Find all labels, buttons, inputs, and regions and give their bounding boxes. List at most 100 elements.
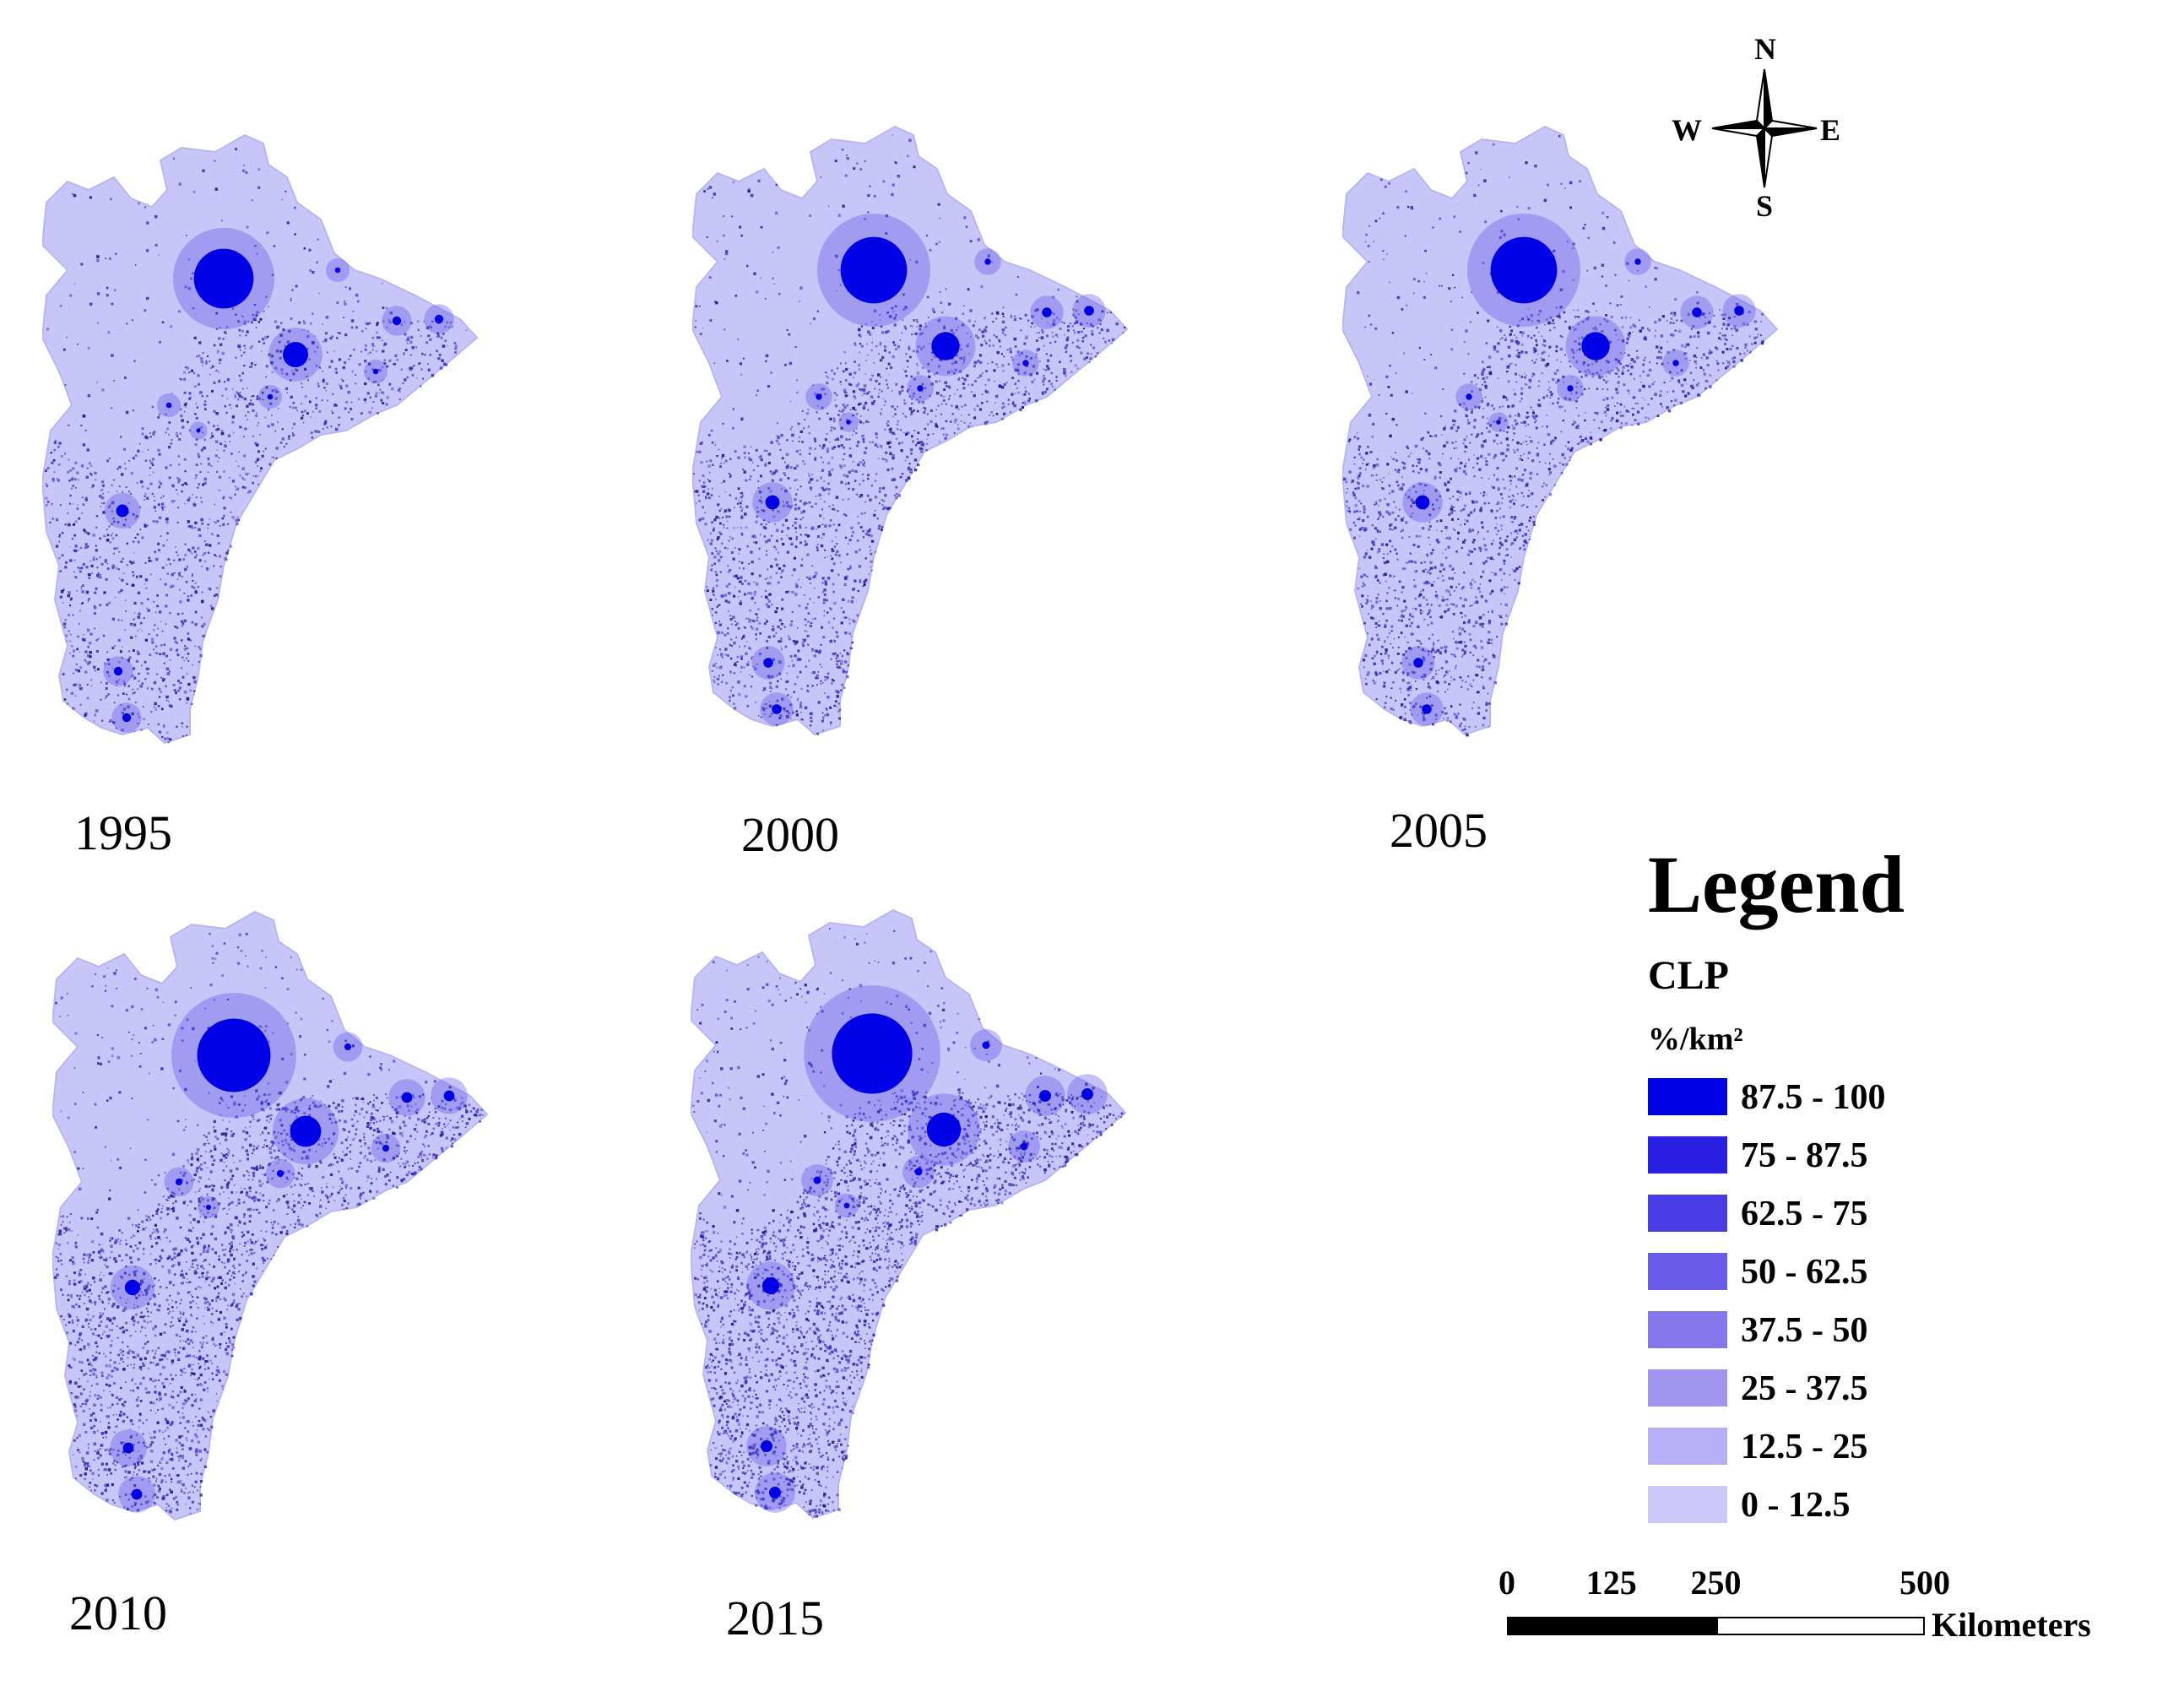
map-panel-2000 bbox=[692, 118, 1165, 794]
urban-core bbox=[122, 713, 132, 723]
compass-east-label: E bbox=[1820, 113, 1841, 147]
urban-core bbox=[816, 393, 822, 400]
urban-core bbox=[1466, 393, 1472, 400]
legend-label: 87.5 - 100 bbox=[1741, 1078, 1886, 1117]
urban-core bbox=[1581, 332, 1610, 360]
urban-core bbox=[276, 1169, 285, 1178]
urban-core bbox=[165, 402, 172, 409]
urban-core bbox=[982, 1041, 990, 1049]
urban-core bbox=[765, 495, 780, 510]
legend-swatch bbox=[1648, 1078, 1727, 1115]
urban-core bbox=[401, 1092, 413, 1103]
urban-core bbox=[334, 267, 341, 274]
urban-core bbox=[1422, 704, 1432, 714]
urban-core bbox=[1022, 360, 1029, 366]
urban-core bbox=[1415, 495, 1430, 510]
region-boundary bbox=[692, 125, 1129, 736]
compass-north-label: N bbox=[1754, 32, 1776, 66]
urban-core bbox=[840, 236, 908, 304]
region-boundary bbox=[1342, 125, 1779, 736]
urban-core bbox=[443, 1090, 455, 1102]
region-boundary bbox=[691, 908, 1127, 1520]
urban-core bbox=[1567, 385, 1574, 392]
year-label-2010: 2010 bbox=[69, 1585, 167, 1640]
urban-core bbox=[1039, 1090, 1051, 1102]
urban-core bbox=[197, 1018, 271, 1092]
urban-core bbox=[116, 504, 129, 518]
scale-bar: 0 125 250 500 Kilometers bbox=[1498, 1564, 2149, 1659]
urban-core bbox=[931, 332, 960, 360]
urban-core bbox=[1490, 236, 1558, 304]
scale-tick-label: 500 bbox=[1899, 1564, 1950, 1602]
legend-item: 25 - 37.5 bbox=[1648, 1369, 1986, 1407]
legend-variable: CLP bbox=[1648, 953, 1729, 998]
scale-segment-filled bbox=[1611, 1617, 1716, 1635]
legend-label: 25 - 37.5 bbox=[1741, 1369, 1868, 1408]
urban-core bbox=[290, 1115, 322, 1147]
urban-core bbox=[832, 1013, 913, 1094]
region-map bbox=[52, 910, 489, 1521]
urban-core bbox=[1734, 306, 1744, 316]
legend-item: 87.5 - 100 bbox=[1648, 1078, 1986, 1115]
region-map bbox=[42, 133, 479, 745]
urban-core bbox=[843, 1202, 850, 1209]
legend-swatch bbox=[1648, 1369, 1727, 1407]
urban-core bbox=[382, 1144, 390, 1152]
legend-label: 37.5 - 50 bbox=[1741, 1311, 1868, 1350]
legend-item: 0 - 12.5 bbox=[1648, 1486, 1986, 1523]
map-panel-2010 bbox=[52, 903, 525, 1579]
legend-label: 0 - 12.5 bbox=[1741, 1486, 1851, 1525]
urban-core bbox=[1413, 658, 1423, 668]
compass-star-icon bbox=[1711, 68, 1818, 188]
urban-core bbox=[175, 1178, 183, 1186]
legend-item: 12.5 - 25 bbox=[1648, 1428, 1986, 1465]
urban-core bbox=[1020, 1142, 1028, 1151]
urban-core bbox=[917, 385, 924, 392]
urban-core bbox=[763, 658, 773, 668]
urban-core bbox=[761, 1440, 772, 1452]
legend-label: 75 - 87.5 bbox=[1741, 1136, 1868, 1175]
region-boundary bbox=[52, 910, 489, 1521]
year-label-2000: 2000 bbox=[741, 807, 839, 862]
legend-swatch bbox=[1648, 1428, 1727, 1465]
region-map bbox=[692, 125, 1129, 736]
urban-core bbox=[267, 393, 274, 400]
legend-title: Legend bbox=[1648, 839, 1905, 930]
legend-swatch bbox=[1648, 1486, 1727, 1523]
legend-item: 62.5 - 75 bbox=[1648, 1195, 1986, 1232]
region-boundary bbox=[42, 133, 479, 745]
urban-core bbox=[124, 1279, 141, 1296]
urban-core bbox=[196, 428, 201, 433]
urban-core bbox=[193, 248, 254, 309]
map-panel-2015 bbox=[691, 902, 1163, 1577]
urban-core bbox=[769, 1487, 781, 1499]
urban-core bbox=[772, 704, 782, 714]
urban-core bbox=[434, 314, 444, 324]
urban-core bbox=[1081, 1088, 1093, 1100]
legend-item: 37.5 - 50 bbox=[1648, 1311, 1986, 1348]
urban-core bbox=[372, 368, 379, 375]
urban-core bbox=[984, 258, 991, 265]
scale-tick-label: 0 bbox=[1498, 1564, 1515, 1602]
legend-item: 50 - 62.5 bbox=[1648, 1253, 1986, 1290]
legend-swatch bbox=[1648, 1136, 1727, 1174]
scale-unit: Kilometers bbox=[1932, 1606, 2091, 1644]
legend-label: 62.5 - 75 bbox=[1741, 1195, 1868, 1233]
year-label-2015: 2015 bbox=[726, 1591, 824, 1645]
scale-tick-label: 250 bbox=[1690, 1564, 1742, 1602]
urban-core bbox=[1042, 307, 1052, 317]
urban-core bbox=[344, 1043, 352, 1051]
construction-land-speckle bbox=[44, 148, 468, 744]
urban-core bbox=[122, 1442, 134, 1454]
legend-swatch bbox=[1648, 1311, 1727, 1348]
legend-unit: %/km² bbox=[1648, 1022, 1743, 1057]
compass-rose: N S E W bbox=[1672, 34, 1857, 228]
compass-west-label: W bbox=[1672, 113, 1702, 147]
construction-land-speckle bbox=[691, 928, 1124, 1518]
construction-land-speckle bbox=[692, 134, 1126, 735]
region-map bbox=[691, 908, 1127, 1520]
urban-core bbox=[914, 1168, 923, 1176]
urban-core bbox=[205, 1204, 212, 1211]
urban-core bbox=[813, 1176, 821, 1184]
urban-core bbox=[761, 1276, 780, 1295]
